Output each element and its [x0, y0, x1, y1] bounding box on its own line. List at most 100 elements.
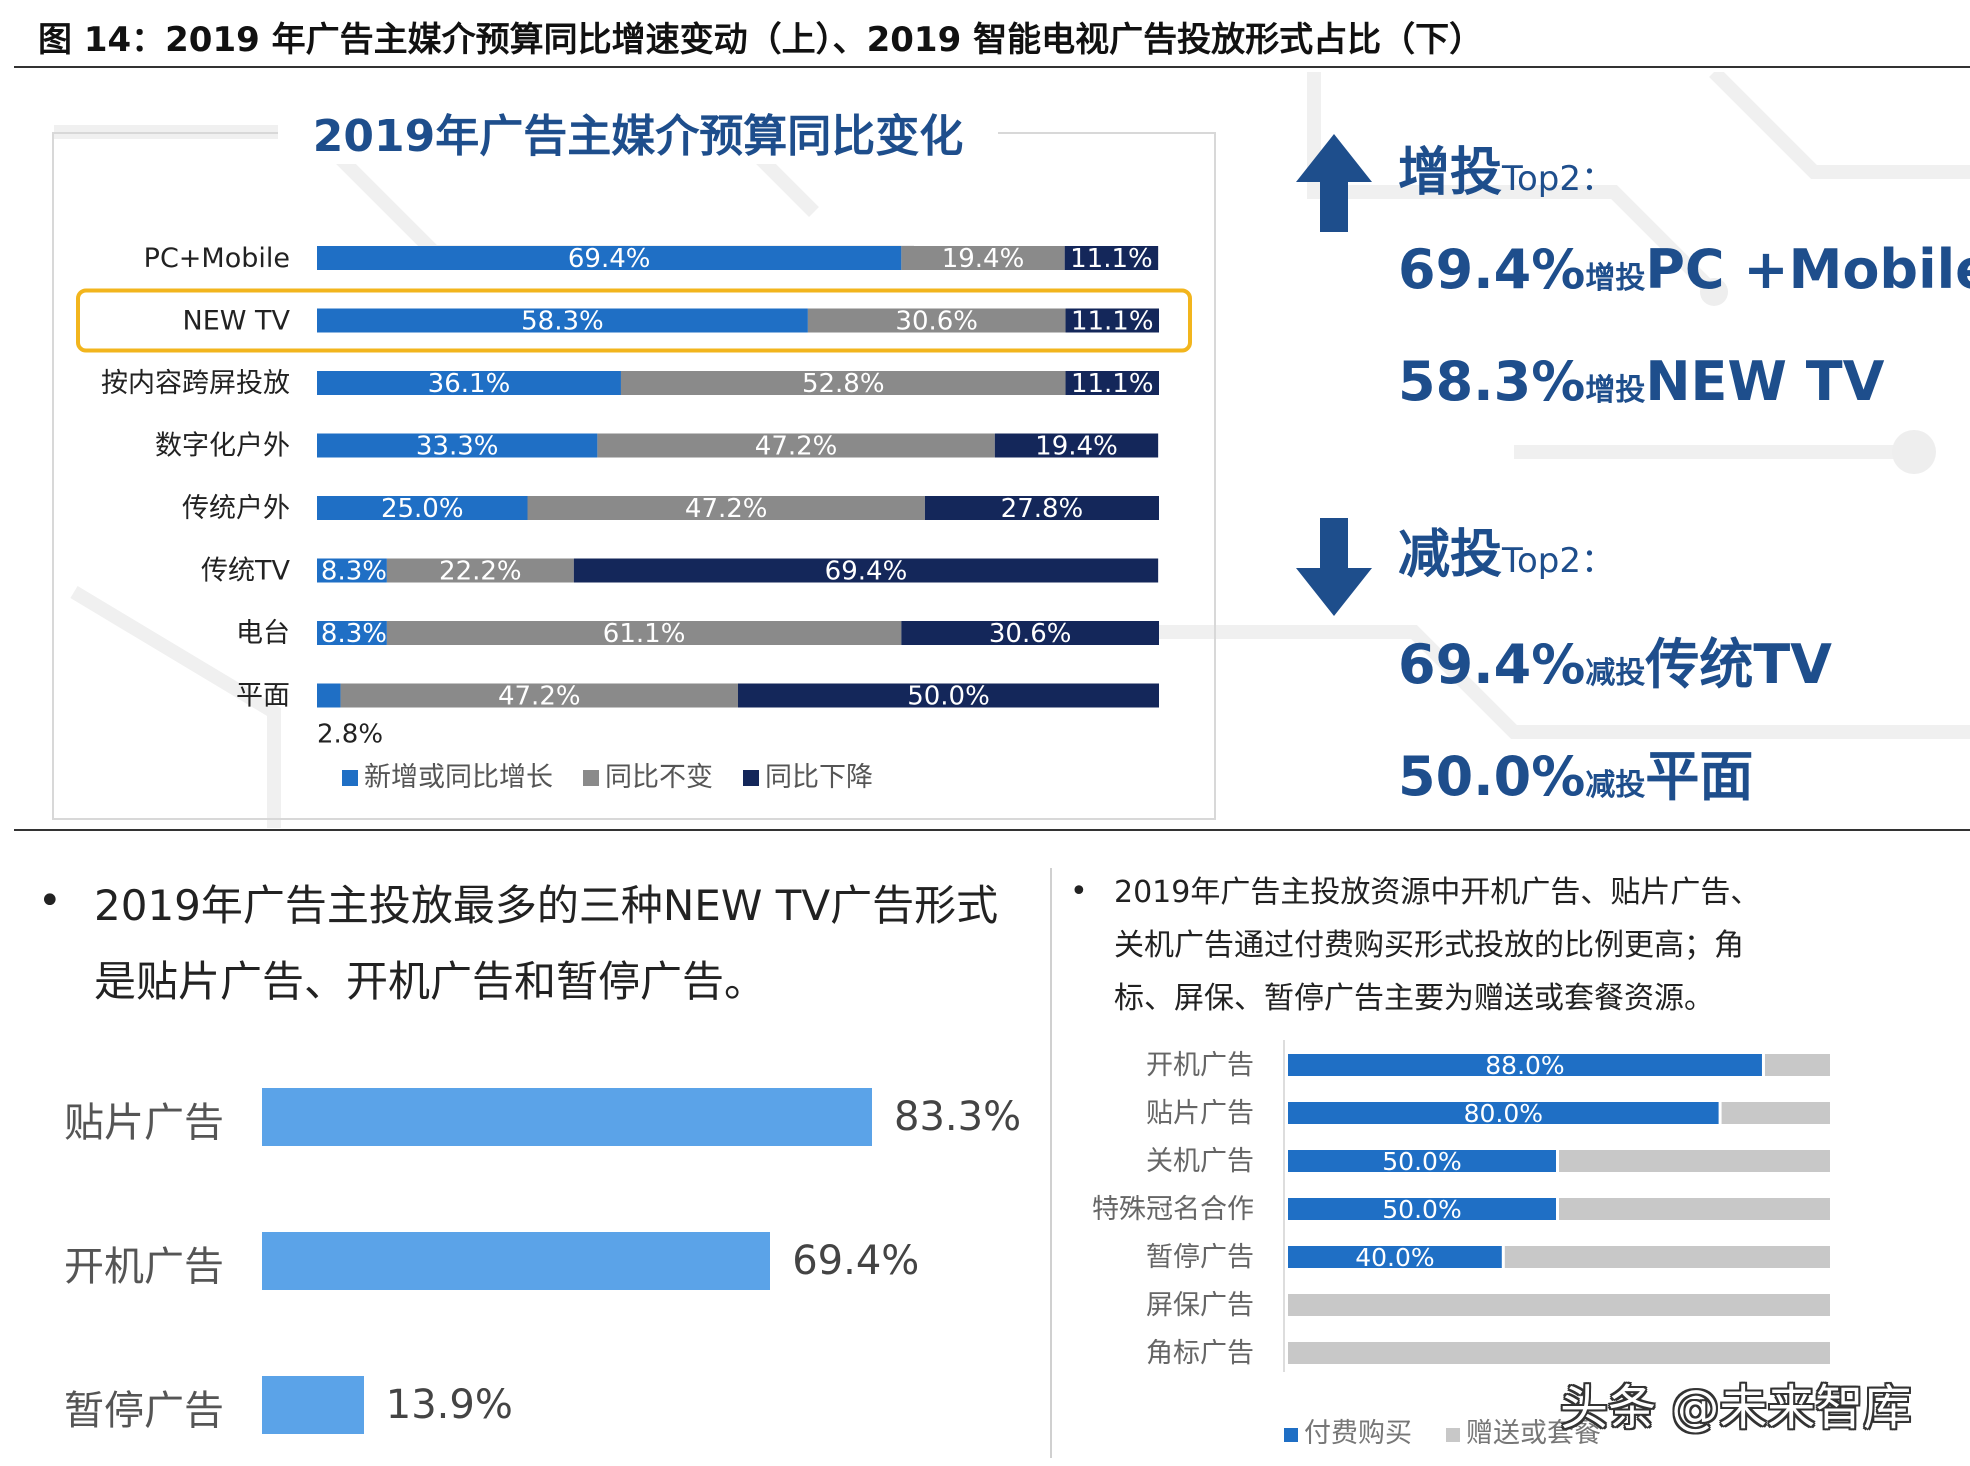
- chart3-bar-segment: [1288, 1198, 1556, 1220]
- chart3-category-label: 暂停广告: [1146, 1242, 1254, 1273]
- chart1-data-label: 47.2%: [685, 494, 768, 524]
- chart1-bar-segment: [573, 558, 1159, 583]
- chart1-bar-segment: [1064, 246, 1159, 270]
- arrow-down-icon: [1296, 518, 1372, 616]
- bullet-marker: •: [1070, 874, 1088, 909]
- chart1-legend-swatch: [743, 770, 759, 786]
- chart3-data-label: 80.0%: [1464, 1099, 1543, 1128]
- chart1-bar-segment: [994, 433, 1159, 458]
- chart3-legend-label: 付费购买: [1304, 1418, 1412, 1449]
- chart3-category-label: 角标广告: [1146, 1338, 1254, 1369]
- chart3-bar-segment: [1504, 1246, 1830, 1268]
- highlight-box: [76, 288, 1192, 353]
- chart1-data-label: 22.2%: [439, 557, 522, 587]
- chart3-legend-label: 赠送或套餐: [1466, 1418, 1601, 1449]
- increase-item-1: 69.4%增投PC +Mobile: [1398, 238, 1970, 301]
- decrease-item-1: 69.4%减投传统TV: [1398, 633, 1832, 696]
- chart1-bar-segment: [317, 496, 528, 520]
- chart2-category-label: 贴片广告: [64, 1100, 224, 1146]
- chart1-data-label: 58.3%: [521, 307, 604, 337]
- chart2-category-label: 暂停广告: [64, 1388, 224, 1434]
- chart3-bar-segment: [1288, 1054, 1762, 1076]
- arrow-up-icon: [1296, 134, 1372, 232]
- increase-heading: 增投Top2：: [1398, 143, 1616, 203]
- chart3-bar-segment: [1288, 1246, 1502, 1268]
- chart3-legend-swatch: [1446, 1428, 1460, 1442]
- chart3-data-label: 50.0%: [1382, 1195, 1461, 1224]
- chart2-data-label: 13.9%: [385, 1382, 513, 1428]
- bottom-left-paragraph: 2019年广告主投放最多的三种NEW TV广告形式 是贴片广告、开机广告和暂停广…: [94, 881, 999, 1006]
- chart1-legend-label: 同比下降: [765, 762, 873, 793]
- chart1-category-label: 平面: [236, 681, 290, 712]
- chart2-data-label: 69.4%: [792, 1238, 920, 1284]
- chart1-data-label: 8.3%: [321, 619, 387, 649]
- chart1-bar-segment: [317, 683, 341, 708]
- bullet-marker: •: [38, 878, 62, 924]
- chart1-bar-segment: [317, 433, 598, 458]
- chart1-data-label: 2.8%: [317, 720, 383, 750]
- chart3-bar-segment: [1288, 1102, 1719, 1124]
- chart1-bar-segment: [340, 683, 738, 708]
- chart2-category-label: 开机广告: [64, 1244, 224, 1290]
- chart1-bar-segment: [317, 246, 902, 270]
- chart1-bar-segment: [527, 496, 925, 520]
- chart1-data-label: 11.1%: [1070, 244, 1153, 274]
- chart1-data-label: 47.2%: [498, 682, 581, 712]
- chart1-legend-label: 同比不变: [605, 762, 713, 793]
- chart1-legend-swatch: [583, 770, 599, 786]
- chart1-bar-segment: [1065, 371, 1159, 395]
- chart1-bar-segment: [901, 246, 1065, 270]
- chart3-bar-segment: [1288, 1342, 1830, 1364]
- chart1-data-label: 19.4%: [942, 244, 1025, 274]
- chart1-bar-segment: [807, 308, 1066, 333]
- chart1-bar-segment: [386, 558, 574, 583]
- chart1-data-label: 25.0%: [381, 494, 464, 524]
- watermark: 头条 @未来智库: [1560, 1380, 1912, 1436]
- chart2-bar: [262, 1232, 771, 1290]
- chart3-data-label: 50.0%: [1382, 1147, 1461, 1176]
- chart1-category-label: 传统户外: [182, 493, 290, 524]
- chart1-data-label: 8.3%: [321, 557, 387, 587]
- chart1-category-label: 电台: [236, 618, 290, 649]
- decrease-heading: 减投Top2：: [1398, 525, 1616, 585]
- chart1-data-label: 61.1%: [603, 619, 686, 649]
- chart1-bar-segment: [386, 621, 902, 645]
- chart3-category-label: 特殊冠名合作: [1092, 1194, 1254, 1225]
- chart2-bar: [262, 1088, 872, 1146]
- chart3-bar-segment: [1721, 1102, 1830, 1124]
- chart1-category-label: PC+Mobile: [144, 243, 290, 274]
- chart1-category-label: 按内容跨屏投放: [101, 368, 290, 399]
- chart3-category-label: 屏保广告: [1146, 1290, 1254, 1321]
- chart1-title: 2019年广告主媒介预算同比变化: [278, 100, 998, 164]
- chart3-bar-segment: [1559, 1150, 1830, 1172]
- middle-divider: [14, 829, 1970, 831]
- chart1-category-label: 传统TV: [201, 556, 290, 587]
- chart1-data-label: 36.1%: [428, 369, 511, 399]
- chart2-bar: [262, 1376, 364, 1434]
- chart1-data-label: 11.1%: [1071, 307, 1154, 337]
- chart3-bar-segment: [1559, 1198, 1830, 1220]
- chart1-data-label: 47.2%: [755, 432, 838, 462]
- chart1-data-label: 33.3%: [416, 432, 499, 462]
- bottom-divider: [1050, 868, 1052, 1458]
- chart3-bar-segment: [1288, 1150, 1556, 1172]
- increase-item-2: 58.3%增投NEW TV: [1398, 350, 1885, 413]
- chart3-category-label: 开机广告: [1146, 1050, 1254, 1081]
- chart1-bar-segment: [924, 496, 1159, 520]
- chart3-category-label: 贴片广告: [1146, 1098, 1254, 1129]
- chart1-bar-segment: [597, 433, 995, 458]
- chart1-data-label: 50.0%: [907, 682, 990, 712]
- chart3-category-label: 关机广告: [1146, 1146, 1254, 1177]
- top-divider: [14, 66, 1970, 68]
- chart1-data-label: 27.8%: [1001, 494, 1084, 524]
- bottom-right-paragraph: 2019年广告主投放资源中开机广告、贴片广告、 关机广告通过付费购买形式投放的比…: [1114, 875, 1761, 1016]
- chart3-bar-segment: [1288, 1294, 1830, 1316]
- chart1-data-label: 11.1%: [1071, 369, 1154, 399]
- chart3-data-label: 88.0%: [1485, 1051, 1564, 1080]
- chart1-bar-segment: [317, 371, 621, 395]
- chart3-legend-swatch: [1284, 1428, 1298, 1442]
- chart2-data-label: 83.3%: [894, 1094, 1022, 1140]
- chart1-bar-segment: [317, 621, 387, 645]
